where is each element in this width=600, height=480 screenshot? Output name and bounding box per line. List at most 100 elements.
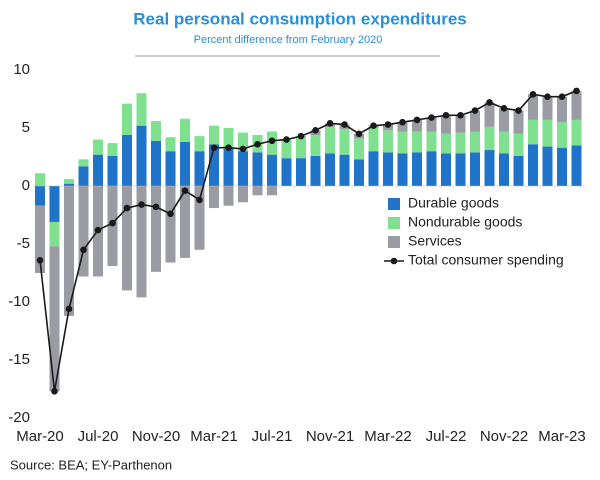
bar-segment bbox=[528, 144, 538, 186]
bar-segment bbox=[426, 117, 437, 132]
total-point bbox=[268, 137, 276, 145]
bar-segment bbox=[136, 125, 147, 186]
x-tick-label: Jul-21 bbox=[252, 428, 293, 445]
x-tick-label: Mar-23 bbox=[538, 428, 586, 445]
total-point bbox=[341, 121, 348, 128]
bar-segment bbox=[64, 183, 74, 186]
total-point bbox=[312, 127, 319, 134]
bar-segment bbox=[499, 108, 509, 132]
bar-segment bbox=[49, 186, 60, 222]
total-point bbox=[254, 140, 261, 148]
x-tick-label: Jul-20 bbox=[78, 428, 119, 445]
bar-segment bbox=[151, 121, 161, 141]
bar-segment bbox=[339, 129, 350, 155]
chart-subtitle: Percent difference from February 2020 bbox=[194, 34, 383, 46]
total-point bbox=[109, 219, 116, 227]
x-tick-label: Mar-21 bbox=[190, 428, 238, 445]
bar-segment bbox=[571, 90, 582, 120]
bar-segment bbox=[165, 137, 176, 152]
total-point bbox=[529, 91, 537, 98]
bar-segment bbox=[238, 132, 248, 152]
bar-segment bbox=[194, 136, 205, 152]
total-point bbox=[370, 122, 377, 129]
bar-segment bbox=[557, 147, 567, 186]
bar-segment bbox=[499, 131, 509, 154]
bar-segment bbox=[397, 131, 408, 154]
bar-segment bbox=[165, 151, 176, 186]
bar-segment bbox=[470, 152, 480, 186]
bar-segment bbox=[93, 154, 103, 186]
bar-segment bbox=[107, 155, 118, 186]
bar-segment bbox=[513, 133, 524, 156]
total-point bbox=[123, 204, 131, 212]
bar-segment bbox=[470, 131, 480, 153]
bar-segment bbox=[194, 151, 205, 186]
bar-segment bbox=[78, 186, 89, 277]
bar-segment bbox=[441, 133, 451, 154]
bar-segment bbox=[180, 141, 190, 186]
bar-segment bbox=[136, 186, 147, 298]
legend-label: Nondurable goods bbox=[408, 214, 522, 230]
total-point bbox=[80, 246, 87, 254]
bar-segment bbox=[223, 186, 234, 206]
bar-segment bbox=[310, 134, 321, 156]
total-point bbox=[152, 203, 160, 211]
bar-segment bbox=[180, 118, 190, 142]
total-point bbox=[573, 87, 580, 95]
bar-segment bbox=[281, 139, 292, 159]
bar-segment bbox=[267, 186, 277, 196]
total-point bbox=[355, 130, 363, 138]
bar-segment bbox=[93, 139, 103, 155]
total-point bbox=[471, 107, 479, 114]
bar-segment bbox=[412, 131, 422, 153]
x-tick-label: Mar-22 bbox=[364, 428, 412, 445]
total-point bbox=[181, 187, 189, 194]
bar-segment bbox=[455, 153, 466, 186]
total-point bbox=[239, 145, 247, 153]
bar-segment bbox=[64, 186, 74, 316]
bar-segment bbox=[397, 122, 408, 132]
bar-segment bbox=[383, 152, 393, 186]
total-point bbox=[457, 111, 464, 119]
bar-segment bbox=[571, 119, 582, 146]
bar-segment bbox=[238, 186, 248, 203]
bar-segment bbox=[412, 119, 422, 132]
y-tick-label: 5 bbox=[22, 119, 30, 136]
bar-segment bbox=[513, 110, 524, 134]
y-tick-label: 0 bbox=[22, 177, 30, 194]
bar-segment bbox=[35, 186, 45, 206]
bar-segment bbox=[223, 148, 234, 186]
bar-segment bbox=[455, 132, 466, 154]
bar-segment bbox=[412, 152, 422, 186]
bar-segment bbox=[325, 126, 335, 154]
bar-segment bbox=[122, 103, 132, 135]
bar-segment bbox=[35, 205, 45, 273]
total-point bbox=[384, 121, 392, 128]
bar-segment bbox=[35, 173, 45, 186]
y-tick-label: -20 bbox=[8, 409, 30, 426]
bar-segment bbox=[252, 186, 263, 196]
y-tick-label: -10 bbox=[8, 293, 30, 310]
bar-segment bbox=[209, 186, 219, 209]
bar-segment bbox=[339, 154, 350, 186]
bar-segment bbox=[484, 150, 495, 186]
bar-segment bbox=[151, 140, 161, 186]
bar-segment bbox=[122, 186, 132, 291]
bar-segment bbox=[354, 159, 364, 186]
bar-segment bbox=[64, 179, 74, 184]
bar-segment bbox=[426, 131, 437, 152]
bar-segment bbox=[542, 146, 553, 186]
bar-segment bbox=[542, 119, 553, 147]
total-point bbox=[65, 305, 73, 313]
total-point bbox=[51, 388, 58, 395]
bar-segment bbox=[180, 186, 190, 258]
bar-segment bbox=[223, 128, 234, 149]
legend-label: Services bbox=[408, 233, 462, 249]
bar-segment bbox=[441, 153, 451, 186]
total-point bbox=[442, 111, 450, 119]
bar-segment bbox=[484, 102, 495, 127]
bar-segment bbox=[310, 155, 321, 186]
bar-segment bbox=[78, 166, 89, 186]
bar-segment bbox=[107, 143, 118, 156]
bar-segment bbox=[238, 151, 248, 186]
